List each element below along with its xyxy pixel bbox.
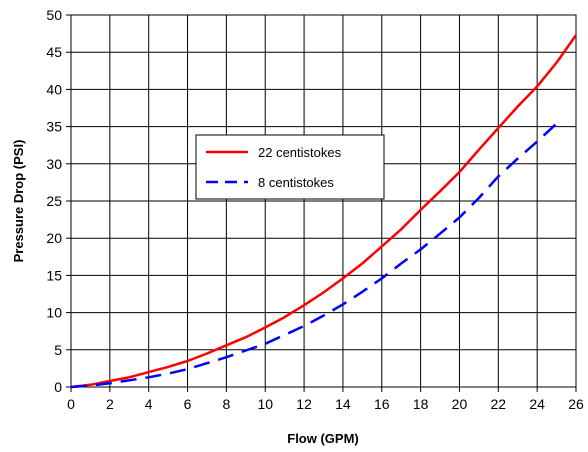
x-tick-label: 10 [257,396,273,412]
y-tick-label: 40 [46,81,62,97]
y-tick-label: 0 [54,379,62,395]
x-tick-label: 12 [296,396,312,412]
x-tick-label: 24 [529,396,545,412]
y-tick-label: 15 [46,267,62,283]
x-tick-label: 22 [491,396,507,412]
series-lines [70,34,578,389]
legend: 22 centistokes 8 centistokes [195,134,385,200]
legend-box [195,134,385,200]
plot-area-frame [70,14,577,388]
series-line-8-centistokes [70,122,558,389]
y-tick-label: 20 [46,230,62,246]
x-tick-label: 26 [568,396,584,412]
y-tick-label: 50 [46,7,62,23]
x-tick-label: 4 [145,396,153,412]
x-tick-label: 16 [374,396,390,412]
y-axis-title: Pressure Drop (PSI) [11,140,26,263]
y-tick-label: 30 [46,156,62,172]
y-tick-label: 5 [54,342,62,358]
y-tick-label: 35 [46,119,62,135]
x-tick-label: 14 [335,396,351,412]
legend-label-8-centistokes: 8 centistokes [258,175,334,190]
x-tick-label: 18 [413,396,429,412]
axis-ticks: 0 2 4 6 8 10 12 14 16 18 20 22 24 2605101520253035404… [46,7,584,412]
x-tick-label: 6 [184,396,192,412]
y-tick-label: 25 [46,193,62,209]
y-tick-label: 10 [46,305,62,321]
legend-label-22-centistokes: 22 centistokes [258,145,342,160]
y-tick-label: 45 [46,44,62,60]
x-axis-title: Flow (GPM) [287,431,359,446]
series-line-22-centistokes [70,34,578,389]
x-tick-label: 20 [452,396,468,412]
x-tick-label: 0 [67,396,75,412]
x-tick-label: 2 [106,396,114,412]
x-tick-label: 8 [222,396,230,412]
grid-lines [66,14,577,392]
